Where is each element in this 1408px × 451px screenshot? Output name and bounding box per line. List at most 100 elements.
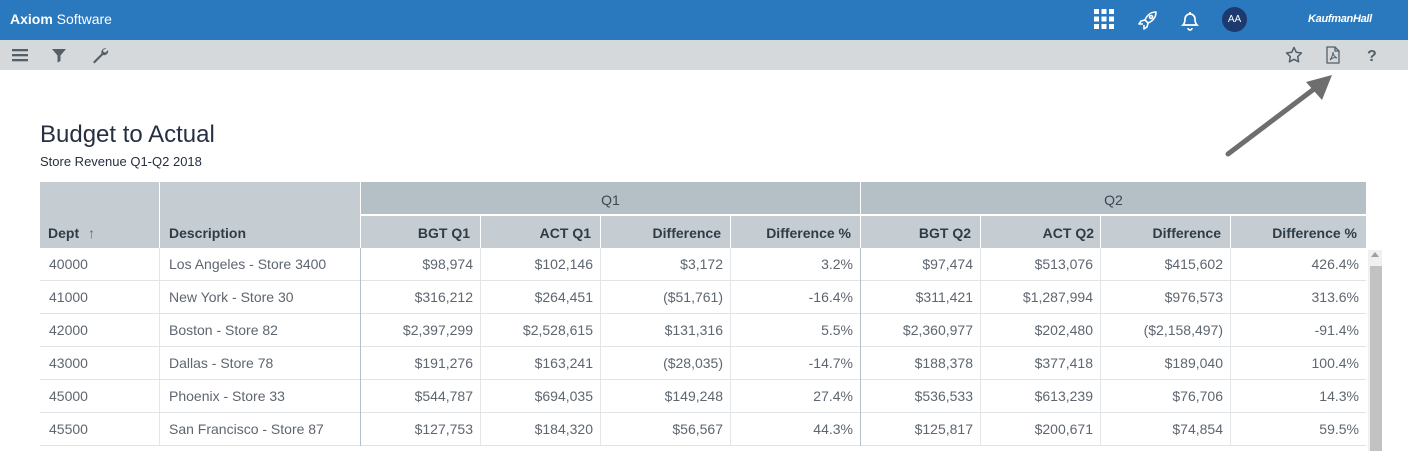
- cell-divider: [159, 281, 160, 314]
- cell-divider: [980, 248, 981, 281]
- table-cell: $97,474: [922, 256, 973, 272]
- table-cell: $149,248: [664, 388, 723, 404]
- bell-icon[interactable]: [1179, 8, 1203, 32]
- column-header-act-q2[interactable]: ACT Q2: [981, 216, 1100, 248]
- table-cell: $316,212: [414, 289, 473, 305]
- table-cell: $188,378: [914, 355, 973, 371]
- column-header-act-q1[interactable]: ACT Q1: [481, 216, 600, 248]
- table-cell: $694,035: [534, 388, 593, 404]
- table-cell: Dallas - Store 78: [169, 355, 274, 371]
- table-cell: Boston - Store 82: [169, 322, 278, 338]
- table-cell: $415,602: [1164, 256, 1223, 272]
- cell-divider: [980, 413, 981, 446]
- help-icon[interactable]: ?: [1362, 45, 1382, 65]
- cell-divider: [360, 380, 361, 413]
- table-cell: $264,451: [534, 289, 593, 305]
- cell-divider: [600, 281, 601, 314]
- apps-grid-icon[interactable]: [1093, 8, 1117, 32]
- table-row[interactable]: 45000 Phoenix - Store 33 $544,787 $694,035 $…: [40, 380, 1366, 413]
- table-cell: $3,172: [680, 256, 723, 272]
- table-cell: $102,146: [534, 256, 593, 272]
- table-cell: $200,671: [1034, 421, 1093, 437]
- cell-divider: [730, 413, 731, 446]
- cell-divider: [730, 347, 731, 380]
- column-header-bgt-q1[interactable]: BGT Q1: [361, 216, 480, 248]
- table-cell: $76,706: [1172, 388, 1223, 404]
- group-header-q1: Q1: [361, 182, 860, 214]
- table-cell: $2,397,299: [402, 322, 473, 338]
- table-cell: $184,320: [534, 421, 593, 437]
- vertical-scrollbar-thumb[interactable]: [1370, 266, 1382, 451]
- grid-body: 40000 Los Angeles - Store 3400 $98,974 $102…: [40, 248, 1366, 451]
- cell-divider: [1100, 347, 1101, 380]
- table-cell: 45500: [49, 421, 88, 437]
- table-cell: $56,567: [672, 421, 723, 437]
- cell-divider: [480, 248, 481, 281]
- menu-icon[interactable]: [10, 45, 30, 65]
- table-row[interactable]: 45500 San Francisco - Store 87 $127,753 $18…: [40, 413, 1366, 446]
- column-header-bgt-q2[interactable]: BGT Q2: [861, 216, 980, 248]
- cell-divider: [730, 314, 731, 347]
- cell-divider: [600, 248, 601, 281]
- column-header-difference-q1[interactable]: Difference: [601, 216, 730, 248]
- table-cell: $98,974: [422, 256, 473, 272]
- cell-divider: [600, 314, 601, 347]
- cell-divider: [159, 413, 160, 446]
- table-cell: 27.4%: [813, 388, 853, 404]
- brand-logo[interactable]: Axiom Software: [10, 11, 112, 27]
- pdf-export-icon[interactable]: [1323, 45, 1343, 65]
- svg-text:?: ?: [1367, 48, 1377, 65]
- column-header-dept[interactable]: Dept ↑: [40, 182, 159, 248]
- cell-divider: [860, 380, 861, 413]
- report-title: Budget to Actual: [40, 121, 215, 148]
- cell-divider: [159, 314, 160, 347]
- column-header-difference-q2[interactable]: Difference: [1101, 216, 1230, 248]
- table-row[interactable]: 40000 Los Angeles - Store 3400 $98,974 $102…: [40, 248, 1366, 281]
- table-row[interactable]: 42000 Boston - Store 82 $2,397,299 $2,528,6…: [40, 314, 1366, 347]
- table-cell: ($2,158,497): [1143, 322, 1223, 338]
- table-cell: 44.3%: [813, 421, 853, 437]
- cell-divider: [360, 413, 361, 446]
- table-cell: ($28,035): [663, 355, 723, 371]
- rocket-icon[interactable]: [1136, 8, 1160, 32]
- table-cell: -91.4%: [1314, 322, 1359, 338]
- table-row[interactable]: 43000 Dallas - Store 78 $191,276 $163,241 ($…: [40, 347, 1366, 380]
- table-row[interactable]: 41000 New York - Store 30 $316,212 $264,451…: [40, 281, 1366, 314]
- table-cell: $613,239: [1034, 388, 1093, 404]
- cell-divider: [480, 347, 481, 380]
- column-header-difference-pct-q1[interactable]: Difference %: [731, 216, 860, 248]
- table-cell: $536,533: [914, 388, 973, 404]
- table-cell: 5.5%: [821, 322, 853, 338]
- table-cell: -16.4%: [808, 289, 853, 305]
- table-cell: San Francisco - Store 87: [169, 421, 324, 437]
- table-cell: 3.2%: [821, 256, 853, 272]
- cell-divider: [1100, 314, 1101, 347]
- table-cell: $191,276: [414, 355, 473, 371]
- cell-divider: [480, 413, 481, 446]
- table-cell: $1,287,994: [1022, 289, 1093, 305]
- wrench-icon[interactable]: [90, 45, 110, 65]
- column-header-description[interactable]: Description: [160, 182, 360, 248]
- cell-divider: [1230, 248, 1231, 281]
- cell-divider: [600, 380, 601, 413]
- cell-divider: [860, 281, 861, 314]
- table-cell: $163,241: [534, 355, 593, 371]
- cell-divider: [159, 380, 160, 413]
- callout-arrow: [1225, 75, 1332, 157]
- table-cell: $131,316: [664, 322, 723, 338]
- cell-divider: [360, 281, 361, 314]
- cell-divider: [730, 380, 731, 413]
- scroll-up-arrow-icon[interactable]: [1371, 252, 1379, 257]
- cell-divider: [480, 380, 481, 413]
- column-header-difference-pct-q2[interactable]: Difference %: [1231, 216, 1366, 248]
- star-icon[interactable]: [1284, 45, 1304, 65]
- table-cell: $74,854: [1172, 421, 1223, 437]
- user-avatar[interactable]: AA: [1222, 7, 1247, 32]
- table-cell: 14.3%: [1319, 388, 1359, 404]
- cell-divider: [1100, 281, 1101, 314]
- sort-ascending-icon[interactable]: ↑: [88, 225, 95, 241]
- table-cell: $189,040: [1164, 355, 1223, 371]
- cell-divider: [860, 248, 861, 281]
- filter-icon[interactable]: [49, 45, 69, 65]
- table-cell: $2,528,615: [522, 322, 593, 338]
